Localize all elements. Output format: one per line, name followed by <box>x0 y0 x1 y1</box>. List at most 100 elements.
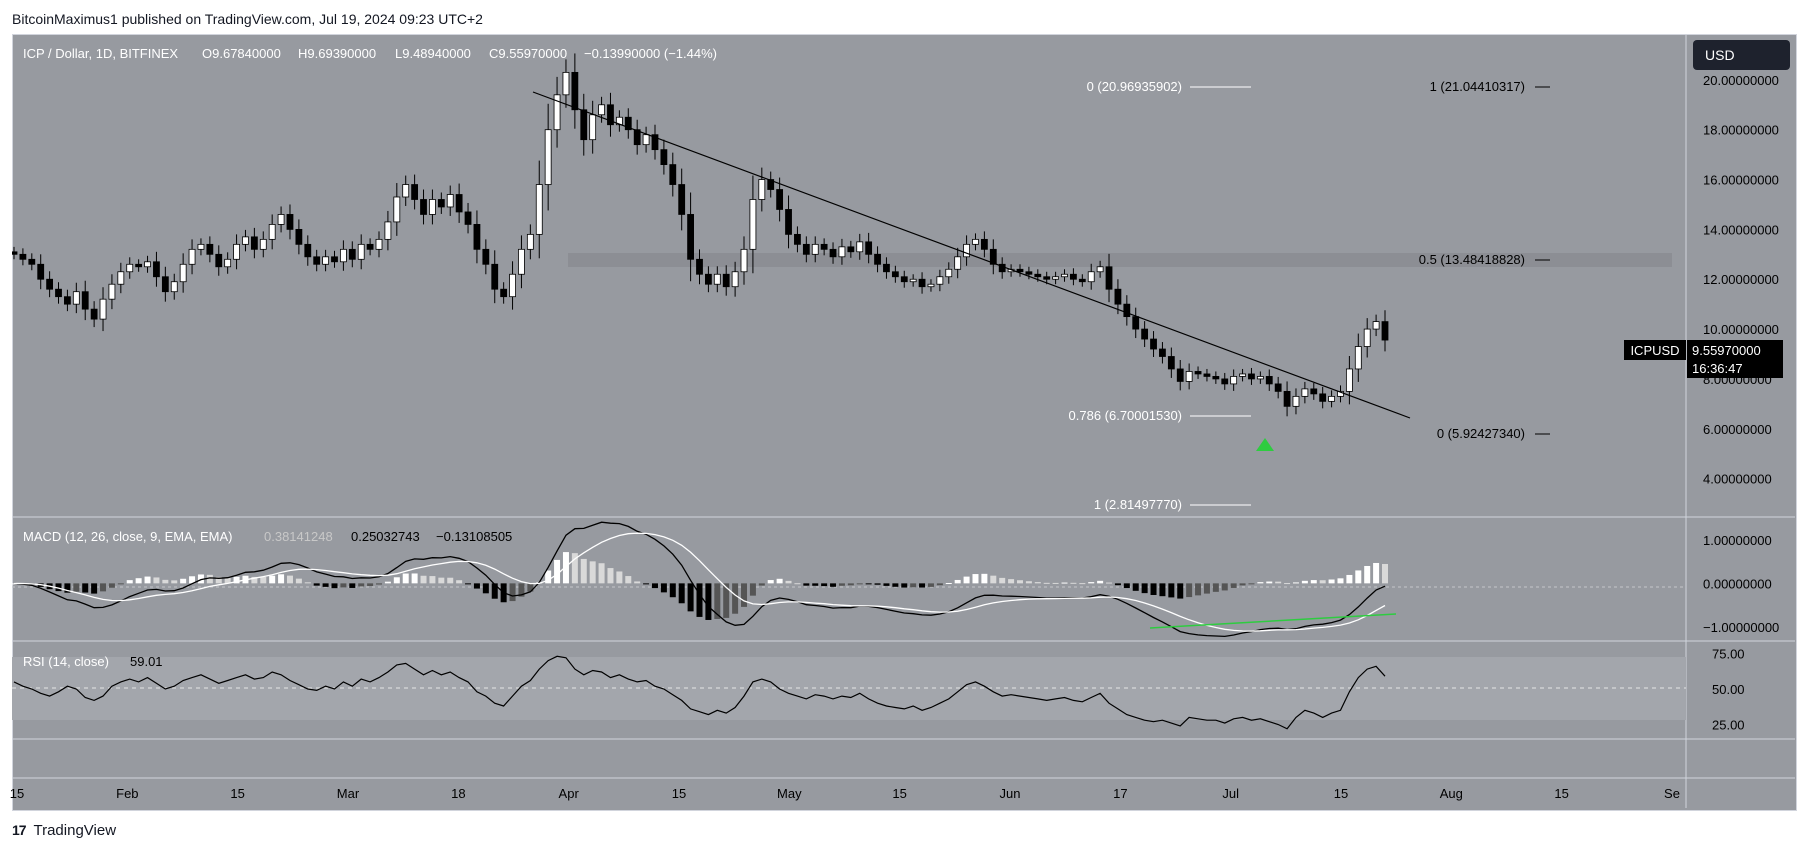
candle-body <box>651 134 659 151</box>
close-value: 9.55970000 <box>498 46 567 61</box>
candle-body <box>1070 273 1077 280</box>
candle-body <box>722 273 730 288</box>
macd-histogram-bar <box>749 583 756 596</box>
price-tick: 14.00000000 <box>1703 222 1779 237</box>
macd-histogram-bar <box>794 583 801 585</box>
candle-body <box>117 271 125 285</box>
macd-histogram-bar <box>1070 582 1077 584</box>
tradingview-logo-icon: 17 <box>12 822 27 838</box>
rsi-tick: 25.00 <box>1712 718 1745 733</box>
macd-histogram-bar <box>251 576 258 584</box>
time-tick: 15 <box>1554 786 1568 801</box>
macd-histogram-bar <box>393 577 400 584</box>
time-axis[interactable]: 15 Feb 15 Mar 18 Apr 15 May 15 Jun 17 Jul 15 Aug 15 Se <box>10 786 1680 801</box>
candle-body <box>37 263 45 280</box>
macd-histogram-bar <box>1008 579 1015 584</box>
macd-histogram-bar <box>767 580 774 584</box>
macd-histogram-bar <box>55 583 62 592</box>
candle-body <box>1248 373 1255 380</box>
candle-body <box>705 273 712 285</box>
macd-histogram-bar <box>331 583 338 589</box>
candle-body <box>250 236 258 250</box>
candle-body <box>402 184 410 198</box>
candle-body <box>126 263 134 273</box>
macd-histogram-bar <box>910 583 917 588</box>
macd-histogram-bar <box>874 583 881 585</box>
time-tick: 15 <box>230 786 244 801</box>
candle-body <box>883 263 890 273</box>
macd-histogram-bar <box>785 580 792 584</box>
candle-body <box>669 164 677 185</box>
candle-body <box>1230 376 1238 385</box>
candle-body <box>224 258 232 268</box>
descending-trendline[interactable] <box>532 91 1411 419</box>
macd-histogram-bar <box>278 574 285 584</box>
candle-body <box>972 238 979 245</box>
candle-body <box>758 179 766 200</box>
price-axis[interactable]: 4.000000006.000000008.0000000010.0000000… <box>1703 73 1779 487</box>
time-tick: Jun <box>1000 786 1021 801</box>
candle-body <box>535 184 543 235</box>
macd-histogram-bar <box>1141 583 1148 594</box>
time-tick: May <box>777 786 802 801</box>
rsi-axis: 75.00 50.00 25.00 <box>1712 647 1745 733</box>
macd-histogram-bar <box>1310 580 1317 584</box>
time-tick: 15 <box>10 786 24 801</box>
macd-histogram-bar <box>963 576 970 584</box>
symbol-label: ICP / Dollar, 1D, BITFINEX <box>23 46 178 61</box>
price-tick: 18.00000000 <box>1703 123 1779 138</box>
macd-histogram-bar <box>215 576 222 584</box>
macd-histogram-bar <box>1061 582 1068 584</box>
macd-histogram-bar <box>411 573 418 584</box>
candle-body <box>518 248 525 275</box>
candle-body <box>429 199 436 215</box>
macd-histogram-bar <box>349 583 356 588</box>
macd-histogram-bar <box>678 583 685 604</box>
open-value: 9.67840000 <box>212 46 281 61</box>
bar-countdown: 16:36:47 <box>1692 361 1743 376</box>
candle-body <box>1363 328 1371 347</box>
low-value: 9.48940000 <box>402 46 471 61</box>
candle-body <box>580 109 588 141</box>
macd-histogram-bar <box>197 574 204 584</box>
macd-histogram-bar <box>1257 582 1264 584</box>
macd-histogram-bar <box>447 577 454 584</box>
macd-histogram-bar <box>171 580 178 584</box>
macd-histogram-bar <box>1266 581 1273 584</box>
macd-histogram-bar <box>286 575 293 584</box>
candle-body <box>304 243 312 258</box>
candle-body <box>1319 393 1327 402</box>
macd-histogram-bar <box>1186 583 1193 598</box>
macd-histogram-bar <box>1275 581 1282 584</box>
candle-body <box>233 243 240 260</box>
macd-histogram-bar <box>1328 579 1335 584</box>
candle-body <box>108 283 116 300</box>
macd-histogram-bar <box>625 576 632 584</box>
macd-histogram-bar <box>456 580 463 584</box>
candle-body <box>455 194 463 213</box>
candle-body <box>331 256 338 263</box>
candle-body <box>464 211 472 225</box>
last-price: 9.55970000 <box>1692 343 1761 358</box>
candle-body <box>1096 266 1104 273</box>
candle-body <box>1345 368 1353 392</box>
currency-button[interactable]: USD <box>1693 40 1790 70</box>
footer-brand[interactable]: 17 TradingView <box>12 822 116 846</box>
macd-histogram-bar <box>224 577 231 584</box>
candle-body <box>562 71 570 96</box>
macd-histogram-bar <box>714 583 721 619</box>
macd-histogram-bar <box>1034 582 1041 584</box>
macd-histogram-bar <box>1123 583 1130 589</box>
candle-body <box>197 243 205 250</box>
macd-histogram-bar <box>1168 583 1175 598</box>
time-tick: Apr <box>559 786 580 801</box>
macd-histogram-bar <box>1364 565 1371 584</box>
macd-histogram-bar <box>144 576 151 584</box>
macd-histogram-bar <box>438 577 445 584</box>
candle-body <box>980 238 988 250</box>
fib-label-bottom-one: 1 (2.81497770) <box>1094 497 1182 512</box>
macd-histogram-bar <box>189 576 196 584</box>
macd-histogram-bar <box>901 583 908 588</box>
candle-body <box>989 248 997 265</box>
